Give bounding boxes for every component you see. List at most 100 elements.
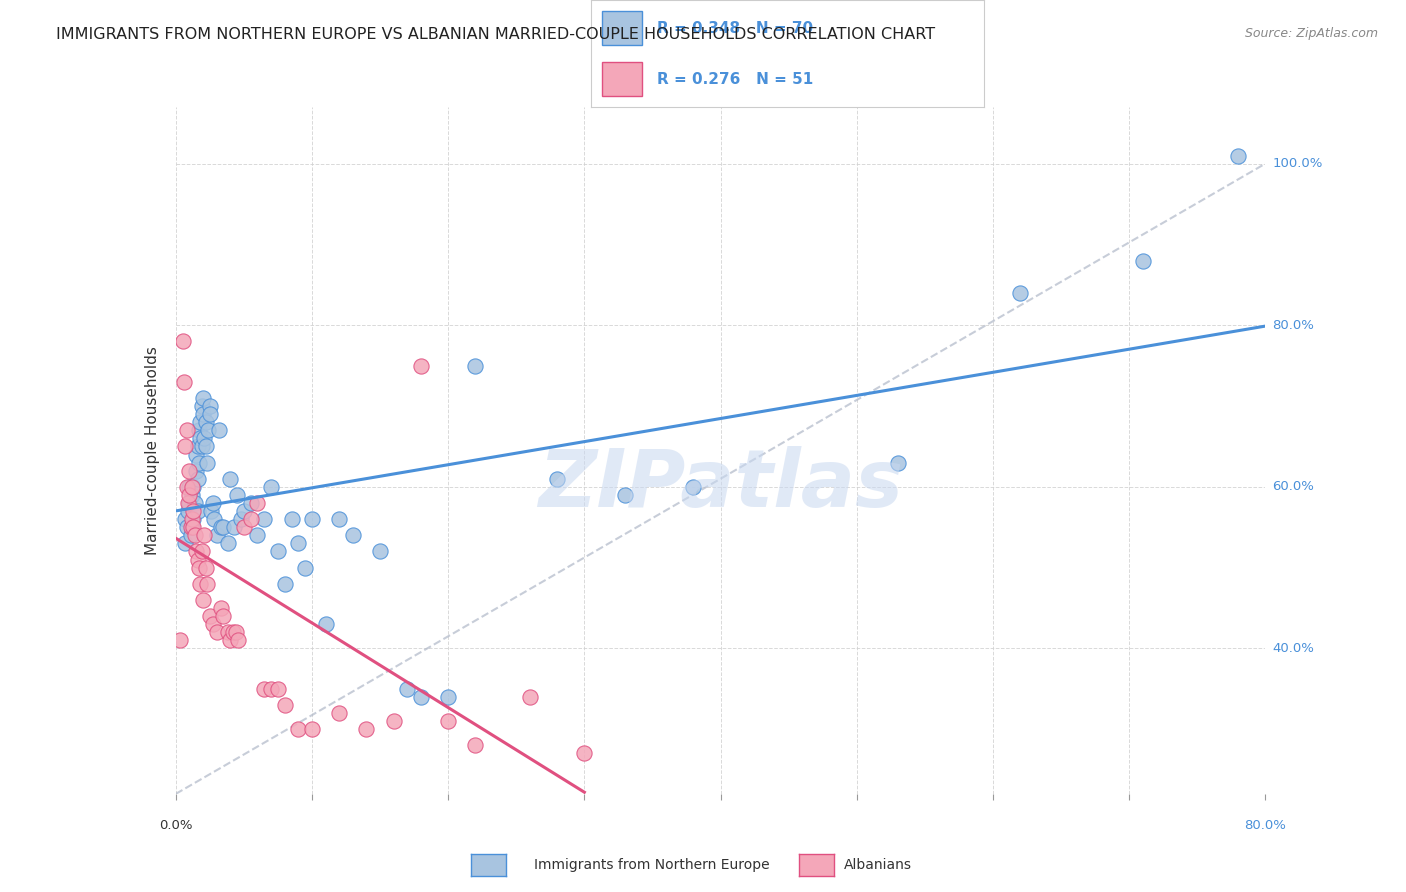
- Point: [519, 690, 541, 704]
- Text: 80.0%: 80.0%: [1272, 318, 1315, 332]
- Point: [197, 423, 219, 437]
- Point: [183, 520, 205, 534]
- Point: [224, 520, 246, 534]
- Point: [191, 593, 214, 607]
- Point: [181, 520, 204, 534]
- Point: [195, 576, 218, 591]
- Point: [886, 456, 908, 470]
- Point: [342, 528, 364, 542]
- Point: [188, 415, 211, 429]
- Point: [186, 439, 209, 453]
- Point: [190, 439, 212, 453]
- Point: [274, 576, 297, 591]
- Point: [368, 544, 391, 558]
- Point: [183, 504, 205, 518]
- Point: [194, 415, 217, 429]
- Point: [1010, 285, 1032, 300]
- Point: [195, 456, 218, 470]
- Point: [173, 375, 195, 389]
- Text: ZIPatlas: ZIPatlas: [538, 446, 903, 524]
- Point: [219, 472, 242, 486]
- Point: [437, 690, 460, 704]
- Point: [194, 560, 217, 574]
- Point: [209, 601, 232, 615]
- Point: [186, 448, 208, 462]
- Point: [546, 472, 568, 486]
- Point: [169, 633, 191, 648]
- Point: [188, 431, 211, 445]
- Point: [184, 496, 207, 510]
- Point: [208, 423, 231, 437]
- Point: [253, 512, 276, 526]
- Point: [187, 423, 209, 437]
- Point: [205, 528, 228, 542]
- Point: [179, 496, 201, 510]
- Text: Albanians: Albanians: [844, 858, 911, 872]
- Point: [228, 633, 250, 648]
- Point: [191, 391, 214, 405]
- Point: [464, 739, 486, 753]
- Point: [464, 359, 486, 373]
- Point: [246, 528, 269, 542]
- Text: IMMIGRANTS FROM NORTHERN EUROPE VS ALBANIAN MARRIED-COUPLE HOUSEHOLDS CORRELATIO: IMMIGRANTS FROM NORTHERN EUROPE VS ALBAN…: [56, 27, 935, 42]
- Point: [1227, 148, 1250, 162]
- FancyBboxPatch shape: [602, 11, 641, 45]
- Point: [184, 528, 207, 542]
- Point: [253, 681, 276, 696]
- Text: 40.0%: 40.0%: [1272, 642, 1315, 655]
- Point: [200, 504, 222, 518]
- Point: [231, 512, 253, 526]
- Point: [190, 399, 212, 413]
- Text: R = 0.348   N = 70: R = 0.348 N = 70: [658, 21, 814, 37]
- Text: 0.0%: 0.0%: [159, 819, 193, 832]
- FancyBboxPatch shape: [602, 62, 641, 96]
- Point: [287, 536, 309, 550]
- Y-axis label: Married-couple Households: Married-couple Households: [145, 346, 160, 555]
- Point: [682, 480, 704, 494]
- Point: [222, 625, 245, 640]
- Text: 100.0%: 100.0%: [1272, 157, 1323, 170]
- Point: [437, 714, 460, 728]
- Point: [409, 690, 432, 704]
- Point: [190, 544, 212, 558]
- Point: [274, 698, 297, 712]
- Point: [212, 520, 235, 534]
- Point: [194, 439, 217, 453]
- Point: [217, 536, 239, 550]
- Point: [186, 464, 208, 478]
- Point: [180, 528, 202, 542]
- Point: [294, 560, 316, 574]
- Point: [183, 512, 205, 526]
- Point: [186, 504, 209, 518]
- Point: [174, 512, 197, 526]
- Point: [301, 512, 323, 526]
- Point: [176, 423, 198, 437]
- Point: [174, 536, 197, 550]
- Point: [328, 512, 350, 526]
- Point: [232, 504, 254, 518]
- Point: [260, 681, 283, 696]
- Point: [409, 359, 432, 373]
- Point: [328, 706, 350, 720]
- Text: Immigrants from Northern Europe: Immigrants from Northern Europe: [534, 858, 770, 872]
- Point: [198, 399, 221, 413]
- Point: [574, 747, 596, 761]
- Point: [177, 504, 200, 518]
- Text: R = 0.276   N = 51: R = 0.276 N = 51: [658, 71, 814, 87]
- Point: [225, 625, 247, 640]
- Point: [193, 528, 215, 542]
- Point: [176, 520, 198, 534]
- Point: [267, 681, 290, 696]
- Point: [315, 617, 337, 632]
- Point: [201, 496, 224, 510]
- Point: [179, 480, 201, 494]
- Point: [260, 480, 283, 494]
- Point: [212, 609, 235, 624]
- Point: [217, 625, 239, 640]
- Point: [193, 431, 215, 445]
- Point: [356, 723, 378, 737]
- Point: [181, 480, 204, 494]
- Point: [287, 723, 309, 737]
- Point: [191, 407, 214, 421]
- Point: [226, 488, 249, 502]
